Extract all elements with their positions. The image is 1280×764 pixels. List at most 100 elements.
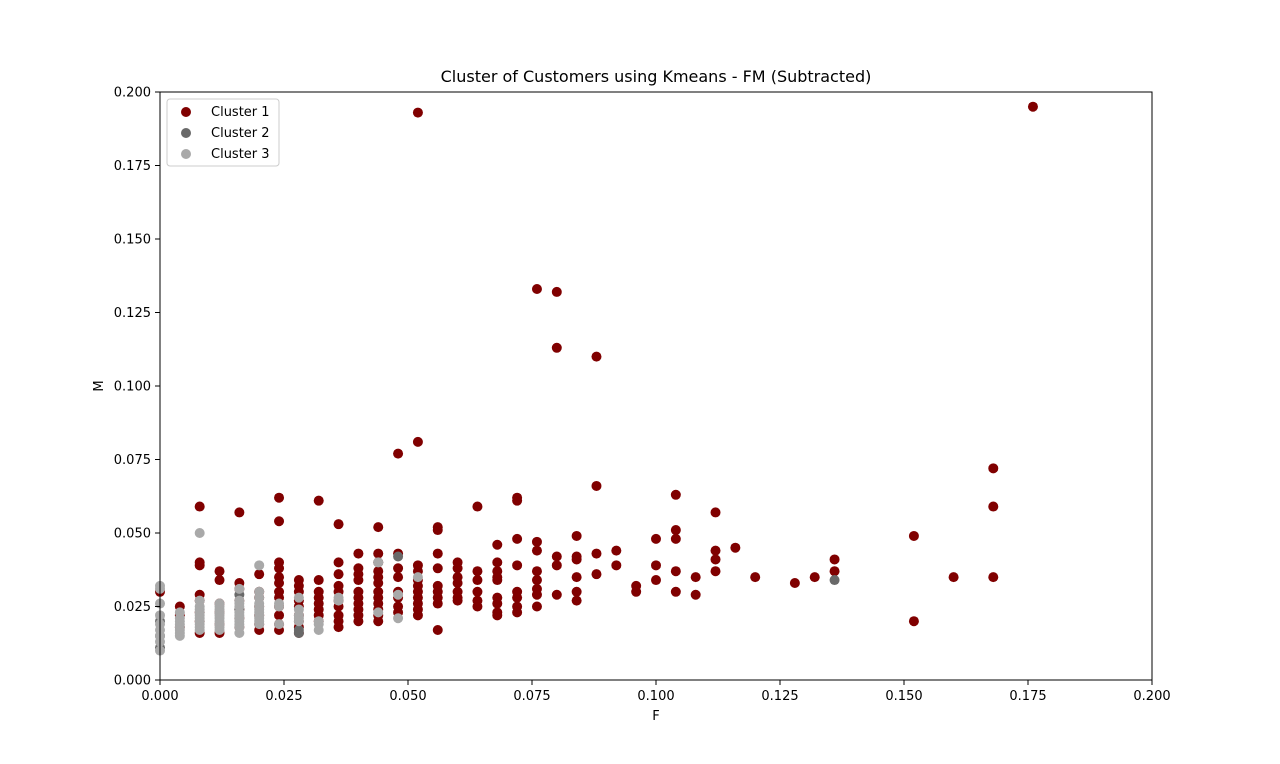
x-tick-label: 0.150: [885, 689, 922, 704]
points-layer: [155, 101, 1038, 656]
chart-title: Cluster of Customers using Kmeans - FM (…: [441, 67, 872, 86]
scatter-point: [551, 342, 562, 353]
scatter-point: [393, 572, 404, 583]
scatter-point: [789, 577, 800, 588]
scatter-point: [948, 572, 959, 583]
scatter-point: [432, 625, 443, 636]
scatter-point: [829, 554, 840, 565]
scatter-point: [670, 533, 681, 544]
scatter-point: [571, 554, 582, 565]
scatter-point: [670, 566, 681, 577]
legend-marker-cluster-2: [181, 128, 191, 138]
scatter-point: [492, 598, 503, 609]
scatter-point: [611, 545, 622, 556]
scatter-point: [274, 610, 285, 621]
scatter-point: [472, 566, 483, 577]
scatter-point: [472, 601, 483, 612]
scatter-point: [591, 480, 602, 491]
scatter-point: [591, 548, 602, 559]
x-tick-label: 0.200: [1133, 689, 1170, 704]
scatter-point: [333, 595, 344, 606]
scatter-point: [274, 492, 285, 503]
x-tick-label: 0.050: [389, 689, 426, 704]
scatter-point: [710, 566, 721, 577]
scatter-point: [412, 107, 423, 118]
scatter-point: [214, 625, 225, 636]
scatter-point: [829, 575, 840, 586]
scatter-point: [651, 560, 661, 571]
scatter-point: [373, 616, 384, 627]
scatter-point: [492, 610, 503, 621]
scatter-point: [293, 592, 304, 603]
scatter-point: [571, 530, 582, 541]
scatter-point: [412, 436, 423, 447]
scatter-point: [730, 542, 741, 553]
scatter-point: [988, 501, 999, 512]
scatter-point: [432, 525, 443, 536]
scatter-point: [551, 560, 562, 571]
x-tick-label: 0.075: [513, 689, 550, 704]
scatter-point: [531, 589, 542, 600]
y-tick-label: 0.125: [114, 306, 151, 321]
scatter-point: [254, 569, 265, 580]
scatter-point: [988, 572, 999, 583]
scatter-point: [274, 516, 285, 527]
scatter-point: [591, 569, 602, 580]
scatter-point: [412, 610, 423, 621]
scatter-point: [194, 560, 205, 571]
scatter-point: [551, 589, 562, 600]
scatter-point: [393, 448, 404, 459]
scatter-point: [571, 572, 582, 583]
scatter-point: [194, 625, 205, 636]
scatter-point: [492, 575, 503, 586]
scatter-point: [829, 566, 840, 577]
legend-label-cluster-1: Cluster 1: [211, 105, 270, 120]
scatter-point: [452, 577, 463, 588]
scatter-point: [393, 563, 404, 574]
scatter-point: [472, 575, 483, 586]
scatter-point: [670, 586, 681, 597]
scatter-point: [690, 589, 701, 600]
scatter-point: [254, 560, 265, 571]
scatter-point: [194, 528, 205, 538]
scatter-point: [988, 463, 999, 474]
scatter-point: [670, 525, 681, 536]
scatter-point: [809, 572, 820, 583]
scatter-point: [531, 601, 542, 612]
y-tick-label: 0.075: [114, 453, 151, 468]
scatter-point: [531, 566, 542, 577]
scatter-point: [274, 577, 285, 588]
scatter-point: [1027, 101, 1038, 112]
scatter-point: [908, 530, 919, 541]
x-tick-label: 0.175: [1009, 689, 1046, 704]
legend-box: [166, 98, 280, 167]
legend-label-cluster-2: Cluster 2: [211, 126, 270, 141]
scatter-point: [492, 557, 503, 568]
scatter-point: [908, 616, 919, 627]
scatter-point: [551, 551, 562, 562]
scatter-point: [512, 495, 523, 506]
scatter-point: [274, 601, 285, 612]
x-tick-label: 0.100: [637, 689, 674, 704]
plot-area: [160, 92, 1152, 680]
series-cluster-3: [155, 528, 423, 656]
scatter-point: [651, 575, 661, 586]
scatter-point: [393, 589, 404, 600]
x-tick-label: 0.000: [141, 689, 178, 704]
scatter-point: [353, 575, 364, 586]
scatter-point: [611, 560, 622, 571]
y-tick-label: 0.000: [114, 674, 151, 689]
scatter-point: [531, 575, 542, 586]
scatter-point: [571, 586, 582, 597]
scatter-point: [710, 554, 721, 565]
scatter-point: [234, 507, 245, 518]
scatter-point: [750, 572, 761, 583]
scatter-point: [333, 622, 344, 633]
scatter-point: [313, 575, 324, 586]
y-tick-label: 0.200: [114, 86, 151, 101]
legend: Cluster 1 Cluster 2 Cluster 3: [166, 98, 280, 167]
scatter-point: [690, 572, 701, 583]
scatter-point: [452, 595, 463, 606]
scatter-point: [472, 501, 483, 512]
